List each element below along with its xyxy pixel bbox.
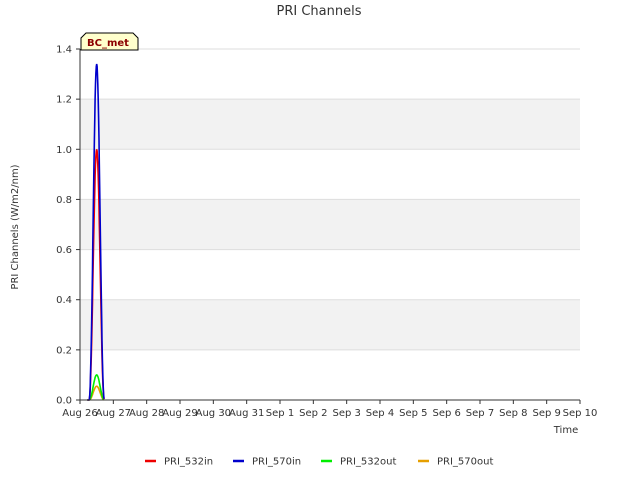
- y-axis-label: PRI Channels (W/m2/nm): [10, 164, 21, 289]
- badge-label: BC_met: [87, 38, 129, 49]
- x-tick-label: Aug 27: [96, 408, 131, 419]
- y-tick-label: 0.6: [56, 245, 72, 256]
- y-tick-label: 1.2: [56, 95, 72, 106]
- y-tick-label: 0.8: [56, 195, 72, 206]
- grid-band: [80, 299, 580, 350]
- legend-item: PRI_532in: [145, 457, 213, 468]
- series-line-pri-570in: [87, 63, 105, 401]
- series-layer: [87, 63, 105, 401]
- legend-item: PRI_532out: [321, 457, 396, 468]
- legend-label: PRI_532out: [340, 457, 396, 468]
- y-tick-label: 1.4: [56, 45, 72, 56]
- x-tick-label: Aug 29: [162, 408, 197, 419]
- x-tick-label: Aug 26: [62, 408, 97, 419]
- grid-bands: [80, 48, 580, 401]
- x-tick-label: Sep 5: [399, 408, 427, 419]
- legend: PRI_532in PRI_570in PRI_532out PRI_570out: [145, 457, 493, 468]
- x-tick-label: Sep 1: [266, 408, 294, 419]
- y-tick-label: 0.2: [56, 345, 72, 356]
- x-tick-label: Sep 9: [532, 408, 560, 419]
- x-axis-label: Time: [553, 425, 578, 436]
- legend-label: PRI_570in: [252, 457, 301, 468]
- y-tick-label: 0.0: [56, 396, 72, 407]
- x-tick-label: Aug 30: [196, 408, 231, 419]
- x-tick-label: Sep 7: [466, 408, 494, 419]
- site-badge: BC_met: [80, 32, 139, 51]
- x-tick-label: Sep 10: [563, 408, 598, 419]
- chart-title: PRI Channels: [277, 4, 362, 19]
- x-tick-label: Sep 8: [499, 408, 527, 419]
- x-tick-label: Sep 6: [432, 408, 460, 419]
- legend-item: PRI_570out: [418, 457, 493, 468]
- x-tick-label: Aug 31: [229, 408, 264, 419]
- grid-band: [80, 99, 580, 150]
- legend-label: PRI_532in: [164, 457, 213, 468]
- badge-box: [80, 32, 139, 51]
- x-tick-label: Sep 4: [366, 408, 394, 419]
- x-tick-label: Aug 28: [129, 408, 164, 419]
- grid-band: [80, 199, 580, 250]
- x-tick-label: Sep 2: [299, 408, 327, 419]
- legend-item: PRI_570in: [233, 457, 301, 468]
- y-tick-label: 1.0: [56, 145, 72, 156]
- x-tick-label: Sep 3: [332, 408, 360, 419]
- y-tick-label: 0.4: [56, 295, 72, 306]
- series-line-pri-532out: [87, 374, 105, 401]
- legend-label: PRI_570out: [437, 457, 493, 468]
